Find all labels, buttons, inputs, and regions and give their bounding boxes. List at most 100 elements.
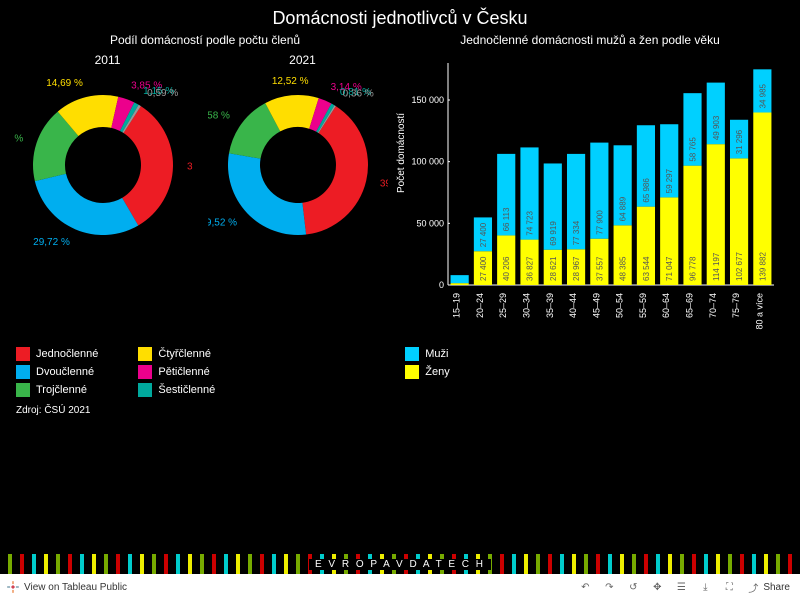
- legend-label: Trojčlenné: [36, 384, 87, 396]
- x-tick-label: 35–39: [545, 293, 555, 318]
- legend-item[interactable]: Pětičlenné: [138, 365, 215, 379]
- x-tick-label: 60–64: [661, 293, 671, 318]
- legend-swatch: [16, 365, 30, 379]
- donut-slice[interactable]: [34, 174, 137, 235]
- legend-item[interactable]: Jednočlenné: [16, 347, 98, 361]
- legend-swatch: [405, 347, 419, 361]
- donut-slice[interactable]: [228, 153, 306, 235]
- donut-slice[interactable]: [122, 106, 173, 225]
- legend-label: Muži: [425, 348, 448, 360]
- bar-value-women: 36 827: [526, 256, 535, 281]
- bar-value-women: 48 385: [619, 256, 628, 281]
- bar-value-women: 102 677: [735, 252, 744, 281]
- pan-icon[interactable]: ✥: [650, 580, 664, 594]
- bar-value-men: 59 297: [665, 168, 674, 193]
- x-tick-label: 40–44: [568, 293, 578, 318]
- legend-label: Čtyřčlenné: [158, 348, 211, 360]
- share-icon: ⤴: [746, 580, 760, 594]
- x-tick-label: 55–59: [638, 293, 648, 318]
- legend-swatch: [138, 365, 152, 379]
- bar-women[interactable]: [451, 283, 469, 285]
- legend-label: Ženy: [425, 366, 449, 378]
- legend-col-right: Muži Ženy: [405, 347, 449, 397]
- legend-item[interactable]: Šestičlenné: [138, 383, 215, 397]
- legend-item[interactable]: Dvoučlenné: [16, 365, 98, 379]
- left-panel: Podíl domácností podle počtu členů 2011 …: [10, 33, 400, 343]
- y-tick-label: 50 000: [416, 218, 444, 228]
- y-axis-label: Počet domácností: [396, 113, 407, 193]
- donut-row: 2011 32,51 %29,72 %17,50 %14,69 %3,85 %1…: [10, 53, 400, 293]
- donut-2021-wrap: 2021 39,07 %29,52 %14,58 %12,52 %3,14 %0…: [208, 53, 398, 293]
- y-tick-label: 0: [439, 280, 444, 290]
- pct-label: 17,50 %: [13, 133, 23, 144]
- bar-value-women: 114 197: [712, 252, 721, 281]
- legend-item[interactable]: Muži: [405, 347, 449, 361]
- right-panel: Jednočlenné domácnosti mužů a žen podle …: [400, 33, 780, 343]
- bar-value-women: 28 621: [549, 256, 558, 281]
- download-icon[interactable]: ⤓: [698, 580, 712, 594]
- pct-label: 0,59 %: [147, 88, 178, 99]
- undo-icon[interactable]: ↶: [578, 580, 592, 594]
- bar-value-women: 71 047: [665, 256, 674, 281]
- bar-value-men: 65 986: [642, 178, 651, 203]
- bar-value-women: 37 557: [595, 256, 604, 281]
- x-tick-label: 45–49: [591, 293, 601, 318]
- redo-icon[interactable]: ↷: [602, 580, 616, 594]
- view-on-tableau-label: View on Tableau Public: [24, 582, 127, 593]
- legend-label: Pětičlenné: [158, 366, 209, 378]
- year-2011: 2011: [13, 53, 203, 67]
- share-label: Share: [763, 582, 790, 593]
- bar-value-women: 28 967: [572, 256, 581, 281]
- x-tick-label: 50–54: [615, 293, 625, 318]
- right-subtitle: Jednočlenné domácnosti mužů a žen podle …: [400, 33, 780, 47]
- bar-value-men: 58 765: [689, 137, 698, 162]
- pct-label: 29,72 %: [33, 237, 70, 248]
- pct-label: 14,58 %: [208, 110, 230, 121]
- legend-swatch: [405, 365, 419, 379]
- bar-value-women: 40 206: [502, 256, 511, 281]
- bar-value-men: 77 334: [572, 220, 581, 245]
- bar-value-men: 27 400: [479, 222, 488, 247]
- legend-col-2: Čtyřčlenné Pětičlenné Šestičlenné: [138, 347, 215, 397]
- legend-label: Šestičlenné: [158, 384, 215, 396]
- x-tick-label: 25–29: [498, 293, 508, 318]
- x-tick-label: 20–24: [475, 293, 485, 318]
- bar-value-men: 64 889: [619, 196, 628, 221]
- legend-item[interactable]: Trojčlenné: [16, 383, 98, 397]
- legend-swatch: [138, 347, 152, 361]
- tableau-toolbar: View on Tableau Public ↶ ↷ ↺ ✥ ☰ ⤓ ⛶ ⤴ S…: [0, 574, 800, 600]
- bar-value-men: 77 900: [595, 210, 604, 235]
- share-button[interactable]: ⤴ Share: [746, 580, 790, 594]
- bar-value-men: 34 985: [758, 83, 767, 108]
- bar-men[interactable]: [451, 275, 469, 283]
- source-text: Zdroj: ČSÚ 2021: [0, 397, 800, 416]
- bar-value-men: 74 723: [526, 211, 535, 236]
- legend-item[interactable]: Ženy: [405, 365, 449, 379]
- legend-col-1: Jednočlenné Dvoučlenné Trojčlenné: [16, 347, 98, 397]
- pct-label: 29,52 %: [208, 217, 237, 228]
- bar-value-women: 63 544: [642, 256, 651, 281]
- donut-2011: 32,51 %29,72 %17,50 %14,69 %3,85 %1,15 %…: [13, 75, 193, 255]
- x-tick-label: 15–19: [452, 293, 462, 318]
- legend-label: Dvoučlenné: [36, 366, 94, 378]
- legend-label: Jednočlenné: [36, 348, 98, 360]
- donut-2021: 39,07 %29,52 %14,58 %12,52 %3,14 %0,81 %…: [208, 75, 388, 255]
- y-tick-label: 100 000: [411, 157, 444, 167]
- bar-value-men: 31 296: [735, 129, 744, 154]
- bar-value-men: 66 113: [502, 207, 511, 231]
- bar-value-men: 49 903: [712, 115, 721, 140]
- x-tick-label: 65–69: [685, 293, 695, 318]
- x-tick-label: 80 a více: [754, 293, 764, 330]
- footer-decoration: E V R O P A V D A T E C H: [0, 554, 800, 574]
- fullscreen-icon[interactable]: ⛶: [722, 580, 736, 594]
- legend-swatch: [138, 383, 152, 397]
- year-2021: 2021: [208, 53, 398, 67]
- x-tick-label: 70–74: [708, 293, 718, 318]
- comment-icon[interactable]: ☰: [674, 580, 688, 594]
- legends-row: Jednočlenné Dvoučlenné Trojčlenné Čtyřčlen…: [0, 343, 800, 397]
- bar-chart-area: Počet domácností 050 000100 000150 00015…: [400, 53, 780, 343]
- view-on-tableau-button[interactable]: View on Tableau Public: [0, 580, 127, 594]
- legend-item[interactable]: Čtyřčlenné: [138, 347, 215, 361]
- replay-icon[interactable]: ↺: [626, 580, 640, 594]
- pct-label: 32,51 %: [186, 161, 192, 172]
